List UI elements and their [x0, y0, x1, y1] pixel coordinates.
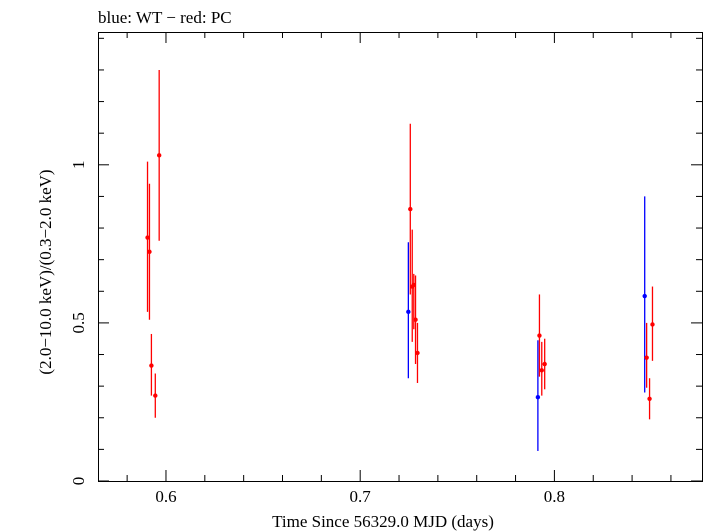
- pc-data-point: [650, 322, 655, 327]
- pc-data-point: [408, 206, 413, 212]
- x-axis-label: Time Since 56329.0 MJD (days): [272, 512, 494, 531]
- wt-data-point: [535, 395, 541, 400]
- x-tick-label: 0.8: [544, 487, 565, 506]
- plot-frame: [98, 32, 703, 482]
- axis-tick-labels: 0.6 0.7 0.8 0 0.5 1: [69, 161, 565, 506]
- y-axis-label: (2.0−10.0 keV)/(0.3−2.0 keV): [36, 169, 55, 374]
- y-tick-label: 0.5: [69, 312, 88, 333]
- axis-ticks: [98, 32, 702, 482]
- x-tick-label: 0.7: [350, 487, 372, 506]
- wt-data-point: [642, 293, 647, 299]
- pc-data-point: [156, 153, 162, 158]
- pc-data-point: [149, 363, 154, 368]
- pc-data-point: [542, 361, 547, 367]
- pc-data-point: [539, 368, 544, 373]
- pc-data-point: [647, 396, 652, 401]
- pc-data-point: [147, 249, 152, 254]
- pc-data-point: [413, 317, 418, 322]
- pc-data-point: [537, 333, 542, 338]
- chart-title: blue: WT − red: PC: [98, 8, 232, 27]
- pc-data-point: [145, 235, 150, 240]
- pc-data-point: [644, 355, 649, 360]
- x-tick-label: 0.6: [155, 487, 176, 506]
- data-marks: [145, 69, 655, 451]
- y-tick-label: 1: [69, 161, 88, 170]
- y-tick-label: 0: [69, 477, 88, 486]
- pc-data-point: [415, 350, 420, 356]
- wt-data-point: [406, 309, 411, 315]
- pc-data-point: [153, 393, 158, 398]
